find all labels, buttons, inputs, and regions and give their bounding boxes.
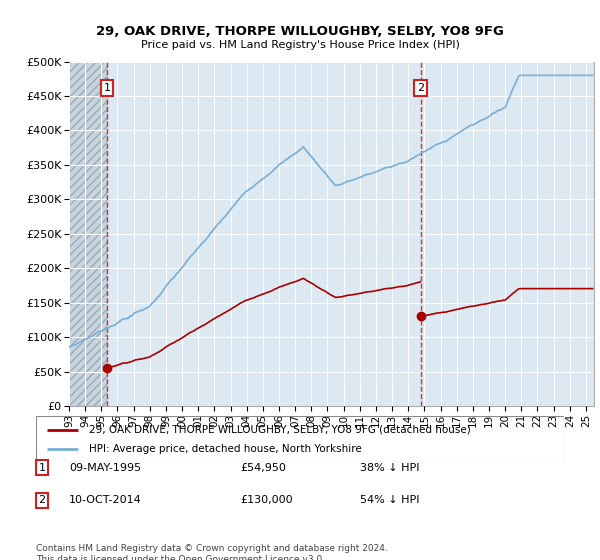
Text: 1: 1 (104, 83, 110, 93)
Text: 2: 2 (417, 83, 424, 93)
Text: 10-OCT-2014: 10-OCT-2014 (69, 495, 142, 505)
Text: £130,000: £130,000 (240, 495, 293, 505)
Text: 29, OAK DRIVE, THORPE WILLOUGHBY, SELBY, YO8 9FG: 29, OAK DRIVE, THORPE WILLOUGHBY, SELBY,… (96, 25, 504, 38)
Text: Contains HM Land Registry data © Crown copyright and database right 2024.
This d: Contains HM Land Registry data © Crown c… (36, 544, 388, 560)
Text: Price paid vs. HM Land Registry's House Price Index (HPI): Price paid vs. HM Land Registry's House … (140, 40, 460, 50)
Text: 29, OAK DRIVE, THORPE WILLOUGHBY, SELBY, YO8 9FG (detached house): 29, OAK DRIVE, THORPE WILLOUGHBY, SELBY,… (89, 425, 470, 435)
Text: £54,950: £54,950 (240, 463, 286, 473)
Text: 09-MAY-1995: 09-MAY-1995 (69, 463, 141, 473)
Text: 1: 1 (38, 463, 46, 473)
Text: 2: 2 (38, 495, 46, 505)
Text: 38% ↓ HPI: 38% ↓ HPI (360, 463, 419, 473)
Bar (69, 62, 107, 406)
Text: 54% ↓ HPI: 54% ↓ HPI (360, 495, 419, 505)
Text: HPI: Average price, detached house, North Yorkshire: HPI: Average price, detached house, Nort… (89, 444, 362, 454)
